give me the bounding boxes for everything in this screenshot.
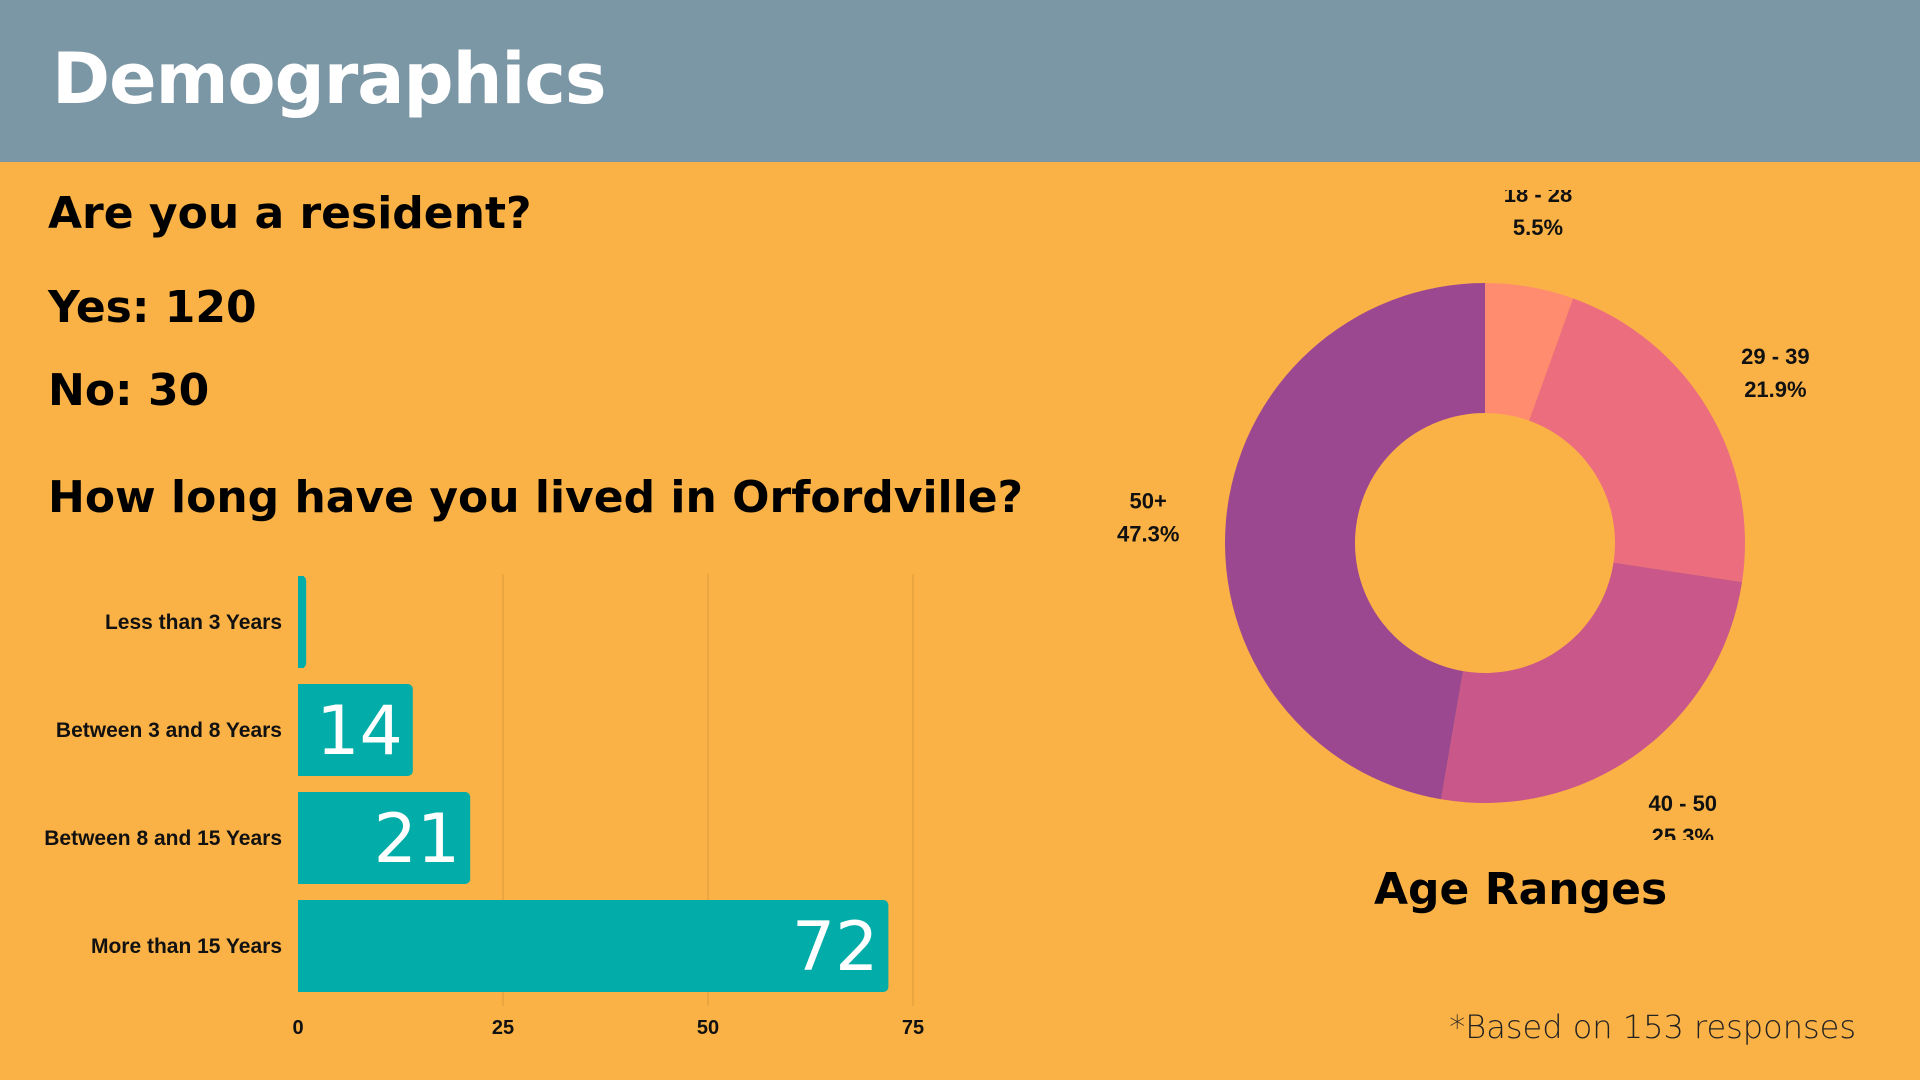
bar-value-label: 21 — [374, 800, 461, 879]
responses-footnote: *Based on 153 responses — [1449, 1008, 1856, 1046]
x-tick-label: 75 — [902, 1017, 924, 1039]
resident-question: Are you a resident? — [48, 188, 532, 239]
duration-bar-chart: Less than 3 Years Between 3 and 8 Years 14… — [44, 574, 924, 1039]
slice-label-group: 29 - 39 21.9% — [1741, 344, 1810, 402]
slice-label-group: 18 - 28 5.5% — [1504, 190, 1573, 240]
resident-no-count: No: 30 — [48, 365, 210, 416]
slice-label: 40 - 50 — [1649, 791, 1718, 816]
x-tick-label: 50 — [697, 1017, 719, 1039]
x-tick-label: 0 — [292, 1017, 303, 1039]
slice-label-group: 50+ 47.3% — [1117, 488, 1179, 546]
bar-edge — [298, 792, 304, 884]
header-banner: Demographics — [0, 0, 1920, 162]
category-label: Between 3 and 8 Years — [56, 719, 282, 742]
resident-yes-count: Yes: 120 — [48, 282, 257, 333]
bar-edge — [298, 900, 304, 992]
donut-slice — [1485, 283, 1574, 421]
category-label: Between 8 and 15 Years — [44, 827, 282, 850]
category-label: More than 15 Years — [91, 935, 282, 958]
bar-edge — [298, 684, 304, 776]
donut-slice — [1529, 298, 1745, 583]
x-tick-label: 25 — [492, 1017, 514, 1039]
bar — [298, 792, 471, 884]
duration-question: How long have you lived in Orfordville? — [48, 472, 1024, 523]
slice-label: 29 - 39 — [1741, 344, 1810, 369]
slice-percent-label: 25.3% — [1652, 824, 1714, 840]
slice-label: 18 - 28 — [1504, 190, 1573, 207]
age-donut-chart: 18 - 28 5.5% 29 - 39 21.9% 40 - 50 25.3% 50+ 47… — [1117, 190, 1810, 840]
slice-label-group: 40 - 50 25.3% — [1649, 791, 1718, 840]
slice-percent-label: 5.5% — [1513, 215, 1563, 240]
slice-percent-label: 47.3% — [1117, 521, 1179, 546]
slice-label: 50+ — [1130, 488, 1167, 513]
age-chart-title: Age Ranges — [1374, 864, 1668, 915]
page-title: Demographics — [52, 38, 607, 120]
donut-slice — [1441, 562, 1743, 803]
bar-value-label: 14 — [316, 692, 403, 771]
bar — [298, 684, 413, 776]
bar-edge — [298, 576, 304, 668]
category-label: Less than 3 Years — [105, 611, 282, 634]
bar-value-label: 72 — [792, 908, 879, 987]
slice-percent-label: 21.9% — [1744, 377, 1806, 402]
bar — [298, 900, 889, 992]
donut-slice — [1225, 283, 1485, 800]
